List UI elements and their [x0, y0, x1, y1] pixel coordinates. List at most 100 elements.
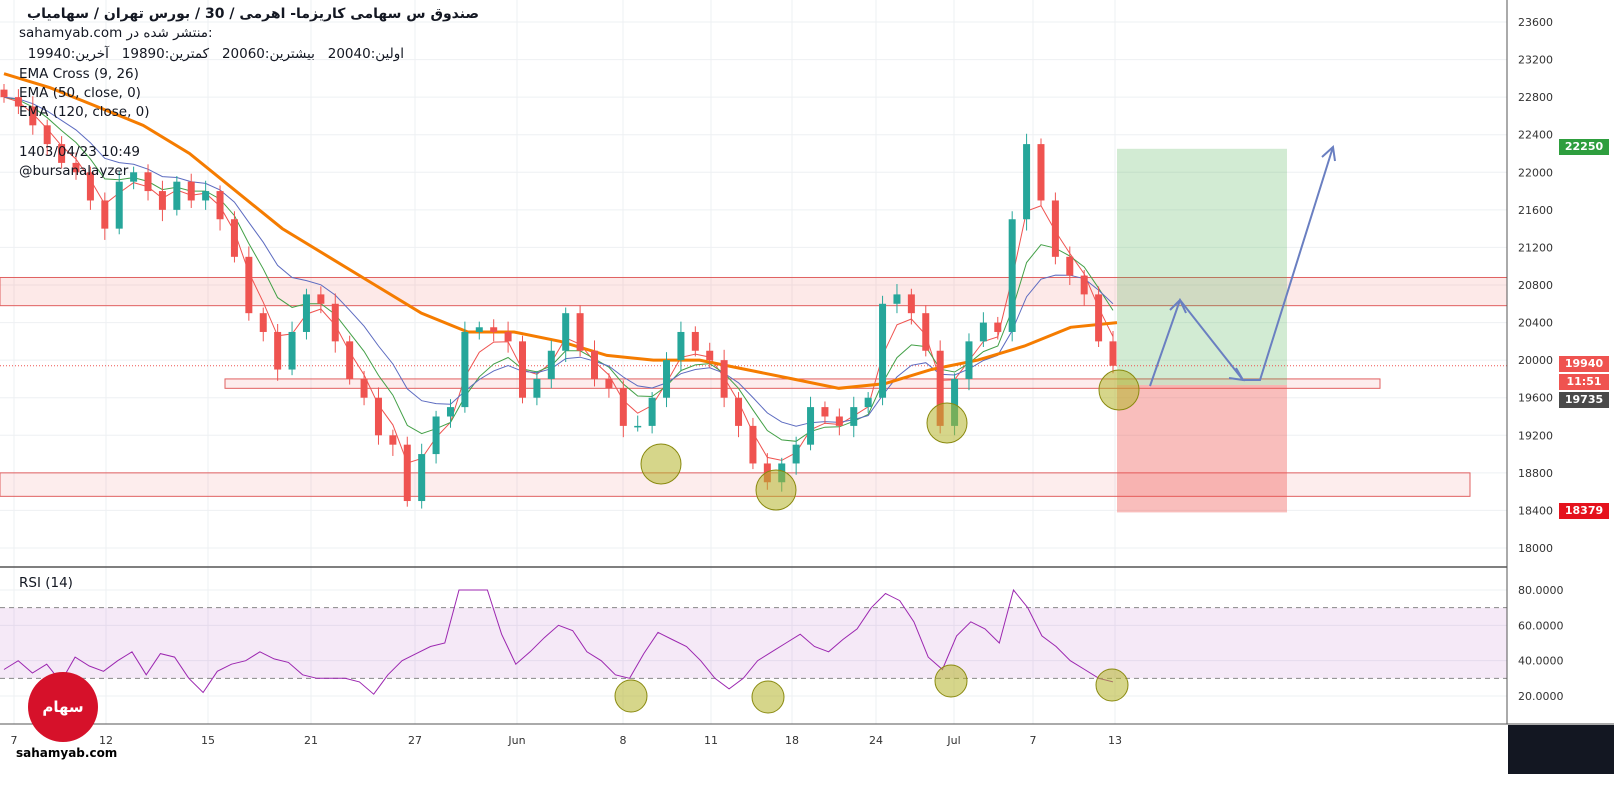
candle-body: [835, 416, 843, 426]
candle-body: [14, 97, 22, 107]
candle-body: [490, 327, 498, 332]
candle-body: [547, 350, 555, 379]
timestamp: 1403/04/23 10:49: [19, 144, 141, 160]
stop-area: [1117, 385, 1287, 513]
candle-body: [619, 388, 627, 426]
candle-body: [576, 313, 584, 351]
candle-body: [187, 181, 195, 201]
candle-body: [864, 397, 872, 408]
target-price-tag: 22250: [1559, 139, 1609, 155]
candle-body: [58, 144, 66, 163]
candle-body: [1023, 144, 1031, 220]
last-price-tag: 19940: [1559, 356, 1609, 372]
candle-body: [403, 444, 411, 502]
candle-body: [274, 331, 282, 370]
candle-body: [591, 350, 599, 379]
indicator-ema-50[interactable]: EMA (50, close, 0): [19, 85, 141, 101]
candle-body: [389, 435, 397, 445]
candle-body: [72, 162, 80, 173]
rsi-tick-label: 20.0000: [1518, 690, 1564, 703]
candle-body: [504, 331, 512, 342]
candle-body: [605, 378, 613, 389]
candle-body: [475, 327, 483, 332]
candle-body: [879, 303, 887, 398]
candle-body: [706, 350, 714, 361]
y-tick-label: 18800: [1518, 467, 1553, 480]
y-tick-label: 22800: [1518, 91, 1553, 104]
sahamyab-logo: سهام یاب: [28, 672, 98, 786]
candle-body: [735, 397, 743, 426]
candle-body: [533, 378, 541, 398]
candle-body: [302, 294, 310, 332]
y-tick-label: 21600: [1518, 204, 1553, 217]
ohlc-line: اولین:20040 بیشترین:20060 کمترین:19890 آ…: [27, 46, 404, 62]
candle-body: [144, 172, 152, 192]
candle-body: [893, 294, 901, 304]
candle-body: [29, 106, 37, 126]
x-tick-label: 24: [869, 734, 883, 747]
candle-body: [648, 397, 656, 426]
rsi-label[interactable]: RSI (14): [19, 575, 73, 591]
x-tick-label: 12: [99, 734, 113, 747]
highlight-circle: [755, 469, 797, 511]
rsi-tick-label: 60.0000: [1518, 619, 1564, 632]
y-tick-label: 19200: [1518, 429, 1553, 442]
rsi-highlight-circle: [1095, 668, 1129, 702]
target-area: [1117, 148, 1287, 386]
x-tick-label: 15: [201, 734, 215, 747]
candle-body: [1080, 275, 1088, 295]
low-support-zone: [0, 472, 1471, 497]
candle-body: [446, 407, 454, 417]
rsi-tick-label: 80.0000: [1518, 584, 1564, 597]
candle-body: [173, 181, 181, 210]
candle-body: [691, 331, 699, 351]
candle-body: [518, 341, 526, 398]
highlight-circle: [926, 402, 968, 444]
rsi-panel: [0, 588, 1507, 714]
arrow-head: [1321, 144, 1336, 162]
x-tick-label: Jul: [946, 734, 960, 747]
y-tick-label: 20800: [1518, 279, 1553, 292]
candle-body: [86, 172, 94, 201]
candle-body: [792, 444, 800, 464]
axes: 18000 18400 18800 19200 19600 20000 20400 20800…: [0, 0, 1614, 774]
rsi-highlight-circle: [934, 664, 968, 698]
candle-body: [907, 294, 915, 314]
candle-body: [101, 200, 109, 229]
y-tick-label: 23200: [1518, 54, 1553, 67]
candle-body: [562, 313, 570, 351]
entry-support-zone: [224, 378, 1381, 389]
candle-body: [259, 313, 267, 332]
candle-body: [1037, 144, 1045, 201]
arrow-head: [1169, 298, 1187, 314]
x-tick-label: 27: [408, 734, 422, 747]
candle-body: [807, 407, 815, 445]
chart-canvas: 18000 18400 18800 19200 19600 20000 20400 20800…: [0, 0, 1614, 774]
published-line: sahamyab.com منتشر شده در:: [19, 24, 213, 42]
author-handle: @bursanalayzer: [19, 163, 129, 179]
candle-body: [216, 191, 224, 220]
candle-body: [1066, 256, 1074, 276]
highlight-circle: [1098, 369, 1140, 411]
candle-body: [43, 125, 51, 145]
candle-body: [288, 331, 296, 370]
candle-body: [965, 341, 973, 379]
x-tick-label: 7: [11, 734, 18, 747]
candle-body: [720, 360, 728, 398]
candle-body: [331, 303, 339, 342]
candle-body: [936, 350, 944, 426]
candle-body: [1008, 219, 1016, 332]
indicator-ema-120[interactable]: EMA (120, close, 0): [19, 104, 150, 120]
rsi-line: [3, 588, 1114, 695]
candle-body: [663, 360, 671, 398]
candle-body: [317, 294, 325, 304]
candle-body: [115, 181, 123, 229]
indicator-ema-cross[interactable]: EMA Cross (9, 26): [19, 66, 139, 82]
candle-body: [245, 256, 253, 314]
y-tick-label: 23600: [1518, 16, 1553, 29]
arrow-head: [1228, 367, 1245, 382]
x-tick-label: 13: [1108, 734, 1122, 747]
candle-body: [158, 191, 166, 210]
candle-body: [994, 322, 1002, 332]
candle-body: [130, 172, 138, 182]
